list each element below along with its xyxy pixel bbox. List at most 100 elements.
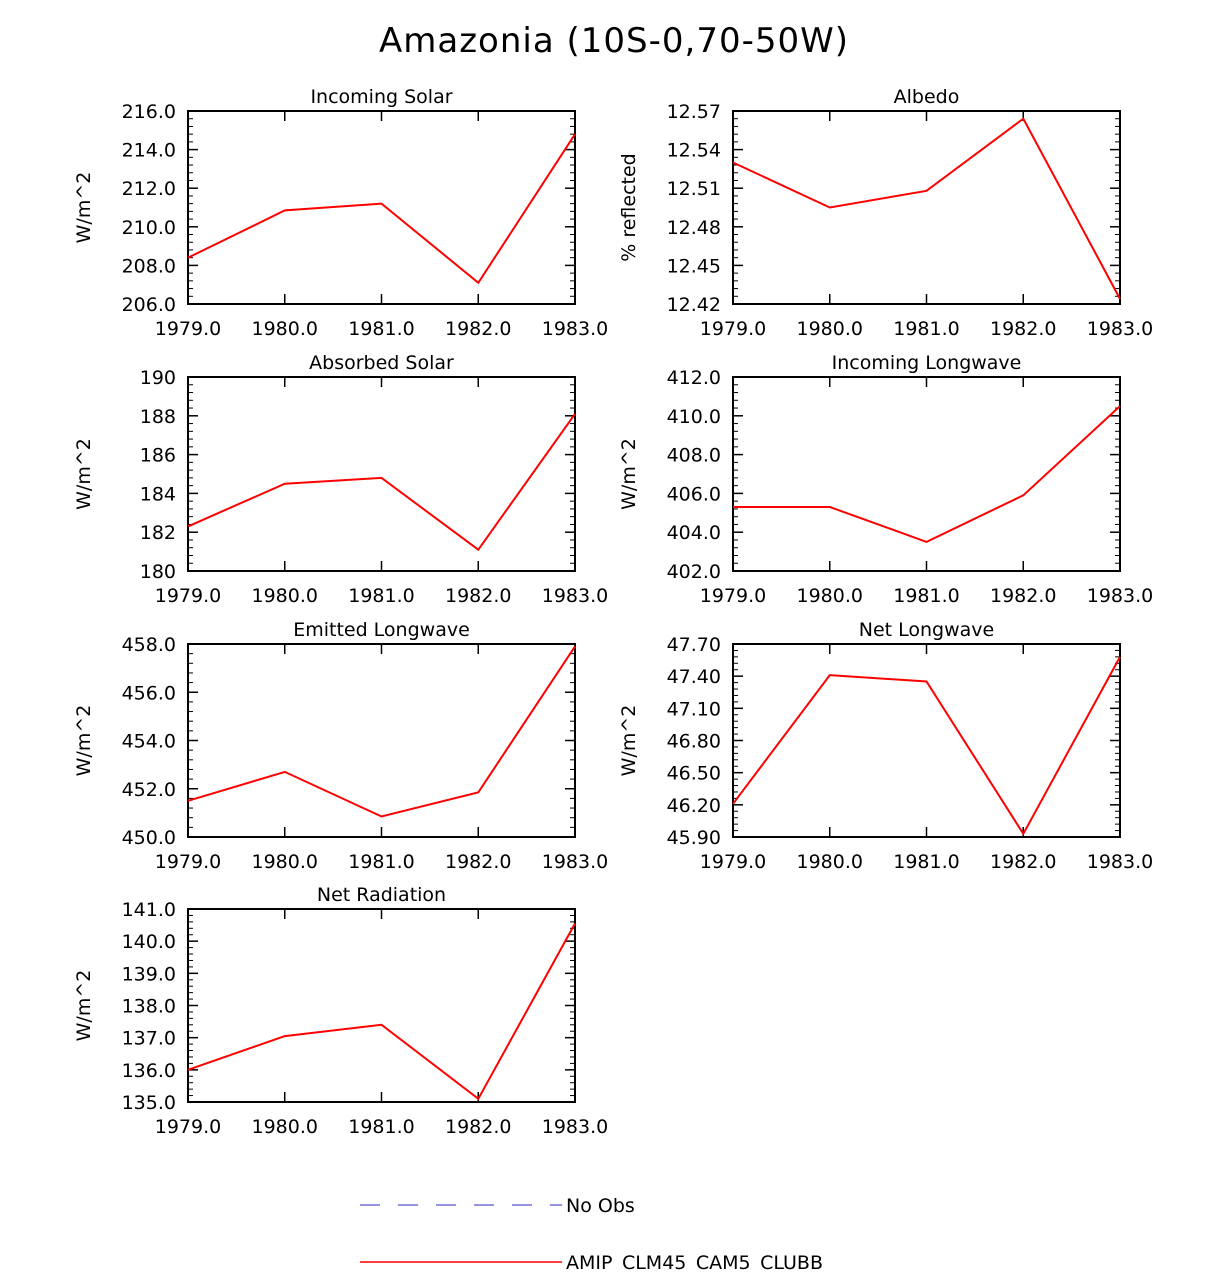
y-tick-label: 135.0 xyxy=(122,1092,176,1114)
y-tick-label: 12.45 xyxy=(667,255,721,277)
x-tick-label: 1979.0 xyxy=(155,1116,221,1138)
x-tick-label: 1981.0 xyxy=(893,318,959,340)
y-axis-label: W/m^2 xyxy=(618,705,640,777)
y-axis-label: W/m^2 xyxy=(73,705,95,777)
x-tick-label: 1979.0 xyxy=(155,851,221,873)
y-tick-label: 136.0 xyxy=(122,1060,176,1082)
panel-1: Incoming Solar 1979.0 1980.0 1981.0 1982.0 19… xyxy=(73,86,608,340)
y-tick-label: 12.51 xyxy=(667,178,721,200)
x-tick-label: 1982.0 xyxy=(990,585,1056,607)
panel-title: Net Longwave xyxy=(859,619,995,641)
plot-frame xyxy=(187,908,576,1103)
y-tick-label: 214.0 xyxy=(122,140,176,162)
x-tick-label: 1983.0 xyxy=(1087,318,1153,340)
y-axis-label: W/m^2 xyxy=(73,438,95,510)
y-tick-label: 212.0 xyxy=(122,178,176,200)
x-tick-label: 1983.0 xyxy=(542,318,608,340)
panel-5: Emitted Longwave 1979.0 1980.0 1981.0 1982.0… xyxy=(73,619,608,873)
y-tick-label: 12.54 xyxy=(667,140,721,162)
series-line xyxy=(187,645,576,818)
series-line xyxy=(187,923,576,1101)
panel-title: Net Radiation xyxy=(317,884,446,906)
panel-title: Emitted Longwave xyxy=(293,619,470,641)
x-tick-label: 1980.0 xyxy=(252,318,318,340)
y-tick-label: 138.0 xyxy=(122,996,176,1018)
y-tick-label: 12.48 xyxy=(667,217,721,239)
x-tick-label: 1979.0 xyxy=(155,585,221,607)
y-tick-label: 452.0 xyxy=(122,779,176,801)
x-tick-label: 1980.0 xyxy=(797,318,863,340)
plot-frame xyxy=(187,643,576,838)
x-tick-label: 1983.0 xyxy=(542,1116,608,1138)
y-tick-label: 137.0 xyxy=(122,1028,176,1050)
x-tick-label: 1982.0 xyxy=(990,851,1056,873)
x-tick-label: 1982.0 xyxy=(445,1116,511,1138)
x-tick-label: 1979.0 xyxy=(700,585,766,607)
y-tick-label: 190 xyxy=(140,367,176,389)
plot-frame xyxy=(187,376,576,572)
legend-label: AMIP_CLM45_CAM5_CLUBB xyxy=(566,1252,823,1272)
x-tick-label: 1983.0 xyxy=(1087,585,1153,607)
y-tick-label: 406.0 xyxy=(667,483,721,505)
panel-title: Incoming Longwave xyxy=(832,352,1022,374)
series-line xyxy=(732,117,1121,300)
y-tick-label: 450.0 xyxy=(122,827,176,849)
y-tick-label: 45.90 xyxy=(667,827,721,849)
x-tick-label: 1979.0 xyxy=(155,318,221,340)
y-tick-label: 216.0 xyxy=(122,101,176,123)
panel-2: Albedo 1979.0 1980.0 1981.0 1982.0 1983.0 12.4… xyxy=(618,86,1153,340)
x-tick-label: 1981.0 xyxy=(893,585,959,607)
x-tick-label: 1981.0 xyxy=(893,851,959,873)
series-line xyxy=(187,413,576,552)
x-tick-label: 1981.0 xyxy=(348,318,414,340)
y-tick-label: 46.20 xyxy=(667,795,721,817)
series-line xyxy=(733,405,1121,543)
y-tick-label: 180 xyxy=(140,561,176,583)
plot-frame xyxy=(732,643,1121,838)
y-axis-label: W/m^2 xyxy=(73,970,95,1042)
x-tick-label: 1981.0 xyxy=(348,851,414,873)
y-tick-label: 412.0 xyxy=(667,367,721,389)
y-axis-label: W/m^2 xyxy=(73,172,95,244)
legend-label: No Obs xyxy=(566,1195,635,1217)
panel-title: Incoming Solar xyxy=(310,86,452,108)
x-tick-label: 1980.0 xyxy=(252,1116,318,1138)
panels: Incoming Solar 1979.0 1980.0 1981.0 1982.0 19… xyxy=(73,86,1153,1138)
plot-frame xyxy=(187,110,576,305)
x-tick-label: 1983.0 xyxy=(542,851,608,873)
y-tick-label: 47.70 xyxy=(667,634,721,656)
x-tick-label: 1980.0 xyxy=(252,585,318,607)
y-tick-label: 208.0 xyxy=(122,255,176,277)
y-tick-label: 456.0 xyxy=(122,682,176,704)
figure-title: Amazonia (10S-0,70-50W) xyxy=(379,21,849,61)
y-tick-label: 186 xyxy=(140,445,176,467)
y-tick-label: 47.40 xyxy=(667,666,721,688)
y-tick-label: 140.0 xyxy=(122,931,176,953)
y-tick-label: 408.0 xyxy=(667,445,721,467)
y-tick-label: 402.0 xyxy=(667,561,721,583)
y-tick-label: 12.57 xyxy=(667,101,721,123)
plot-frame xyxy=(732,110,1121,305)
y-tick-label: 12.42 xyxy=(667,294,721,316)
x-tick-label: 1983.0 xyxy=(542,585,608,607)
x-tick-label: 1982.0 xyxy=(445,585,511,607)
x-tick-label: 1983.0 xyxy=(1087,851,1153,873)
y-tick-label: 410.0 xyxy=(667,406,721,428)
y-tick-label: 47.10 xyxy=(667,698,721,720)
x-tick-label: 1980.0 xyxy=(252,851,318,873)
panel-title: Albedo xyxy=(894,86,960,108)
panel-4: Incoming Longwave 1979.0 1980.0 1981.0 1982.… xyxy=(618,352,1153,607)
legend: No Obs AMIP_CLM45_CAM5_CLUBB xyxy=(360,1195,823,1272)
y-tick-label: 454.0 xyxy=(122,731,176,753)
x-tick-label: 1982.0 xyxy=(445,851,511,873)
y-axis-label: % reflected xyxy=(618,153,640,261)
y-tick-label: 458.0 xyxy=(122,634,176,656)
y-tick-label: 182 xyxy=(140,522,176,544)
y-tick-label: 46.50 xyxy=(667,763,721,785)
series-line xyxy=(187,133,576,285)
y-tick-label: 206.0 xyxy=(122,294,176,316)
y-tick-label: 141.0 xyxy=(122,899,176,921)
panel-3: Absorbed Solar 1979.0 1980.0 1981.0 1982.0 19… xyxy=(73,352,608,607)
y-tick-label: 404.0 xyxy=(667,522,721,544)
